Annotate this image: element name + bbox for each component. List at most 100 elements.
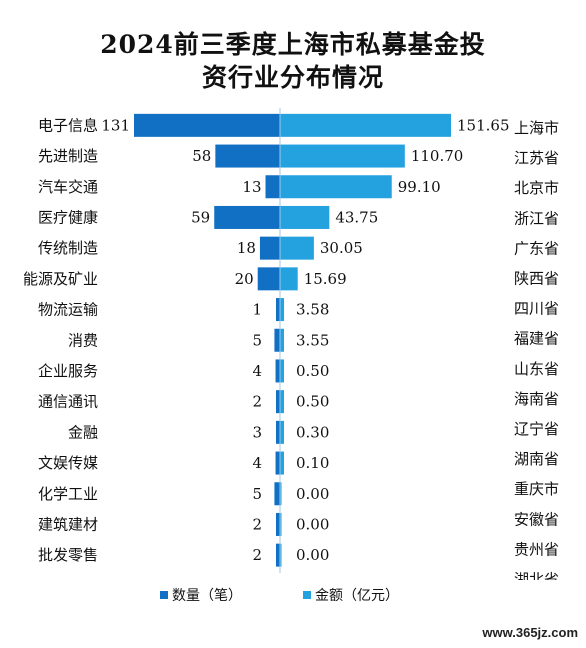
province-label-1: 江苏省: [514, 149, 559, 167]
category-label-7: 消费: [68, 331, 98, 349]
data-label-amount-14: 0.00: [296, 546, 329, 564]
category-label-1: 先进制造: [38, 147, 98, 165]
legend-label-amount: 金额（亿元）: [315, 588, 399, 604]
bar-count-0: [134, 113, 280, 137]
bar-amount-0: [280, 113, 451, 137]
bar-count-9: [276, 390, 280, 414]
bar-amount-4: [280, 236, 314, 260]
bar-amount-6: [280, 298, 285, 322]
bar-count-5: [257, 267, 280, 291]
province-label-11: 湖南省: [514, 450, 559, 468]
bar-count-2: [265, 175, 280, 199]
category-label-10: 金融: [68, 423, 98, 441]
category-label-9: 通信通讯: [38, 393, 98, 411]
province-label-7: 福建省: [514, 330, 559, 348]
bar-amount-3: [280, 205, 330, 229]
category-label-6: 物流运输: [38, 301, 98, 319]
category-label-12: 化学工业: [38, 485, 98, 503]
category-label-11: 文娱传媒: [38, 454, 98, 472]
data-label-count-13: 2: [252, 515, 262, 533]
bar-amount-7: [280, 328, 285, 352]
province-label-5: 陕西省: [514, 270, 559, 288]
province-label-2: 北京市: [514, 179, 559, 197]
data-label-amount-4: 30.05: [320, 239, 363, 257]
bar-count-6: [276, 298, 280, 322]
bar-count-12: [274, 482, 280, 506]
bar-count-13: [276, 512, 280, 536]
data-label-amount-11: 0.10: [296, 454, 329, 472]
bar-count-14: [276, 543, 280, 567]
bar-amount-1: [280, 144, 405, 168]
data-label-amount-0: 151.65: [457, 116, 510, 134]
province-label-9: 海南省: [514, 390, 559, 408]
watermark: www.365jz.com: [482, 625, 578, 640]
data-label-amount-5: 15.69: [304, 270, 347, 288]
legend-swatch-amount: [303, 591, 311, 599]
data-label-count-8: 4: [252, 362, 262, 380]
bar-amount-11: [280, 451, 284, 475]
data-label-count-0: 131: [101, 116, 130, 134]
legend-item-amount: 金额（亿元）: [303, 585, 399, 605]
data-label-count-1: 58: [192, 147, 211, 165]
data-label-amount-1: 110.70: [411, 147, 464, 165]
data-label-amount-2: 99.10: [398, 178, 441, 196]
province-label-6: 四川省: [514, 300, 559, 318]
data-label-count-14: 2: [252, 546, 262, 564]
category-label-4: 传统制造: [38, 239, 98, 257]
category-label-8: 企业服务: [38, 362, 98, 380]
data-label-count-9: 2: [252, 393, 262, 411]
bar-count-1: [215, 144, 280, 168]
data-label-amount-8: 0.50: [296, 362, 329, 380]
bar-amount-2: [280, 175, 392, 199]
legend-swatch-count: [160, 591, 168, 599]
bar-count-10: [276, 420, 280, 444]
category-label-2: 汽车交通: [38, 178, 98, 196]
province-label-14: 贵州省: [514, 540, 559, 558]
data-label-count-7: 5: [252, 331, 262, 349]
province-label-0: 上海市: [514, 119, 559, 137]
chart-title-line-2: 资行业分布情况: [201, 63, 384, 92]
data-label-amount-3: 43.75: [335, 208, 378, 226]
bar-amount-13: [280, 512, 282, 536]
data-label-amount-10: 0.30: [296, 423, 329, 441]
chart-legend: 数量（笔） 金额（亿元）: [0, 585, 586, 609]
bar-amount-8: [280, 359, 284, 383]
category-label-3: 医疗健康: [38, 208, 98, 226]
bar-count-8: [275, 359, 280, 383]
category-label-13: 建筑建材: [38, 515, 98, 533]
category-label-5: 能源及矿业: [23, 270, 98, 288]
data-label-count-6: 1: [252, 301, 262, 319]
data-label-amount-13: 0.00: [296, 515, 329, 533]
bar-count-3: [214, 205, 280, 229]
data-label-count-3: 59: [191, 208, 210, 226]
bar-count-11: [275, 451, 280, 475]
bar-amount-14: [280, 543, 282, 567]
province-label-15: 湖北省: [514, 571, 559, 581]
chart-title: 2024前三季度上海市私募基金投 资行业分布情况: [0, 28, 586, 94]
province-label-12: 重庆市: [514, 480, 559, 498]
province-label-10: 辽宁省: [514, 420, 559, 438]
data-label-amount-12: 0.00: [296, 485, 329, 503]
data-label-count-11: 4: [252, 454, 262, 472]
bar-amount-10: [280, 420, 284, 444]
legend-label-count: 数量（笔）: [172, 588, 242, 604]
province-label-4: 广东省: [514, 239, 559, 257]
legend-item-count: 数量（笔）: [160, 585, 242, 605]
bar-amount-12: [280, 482, 282, 506]
province-label-3: 浙江省: [514, 209, 559, 227]
data-label-count-10: 3: [252, 423, 262, 441]
category-label-0: 电子信息: [38, 116, 98, 134]
chart-title-line-1: 2024前三季度上海市私募基金投: [100, 30, 486, 59]
data-label-amount-6: 3.58: [296, 301, 329, 319]
data-label-count-5: 20: [235, 270, 254, 288]
bar-count-4: [259, 236, 280, 260]
data-label-count-2: 13: [242, 178, 261, 196]
province-label-8: 山东省: [514, 360, 559, 378]
data-label-amount-7: 3.55: [296, 331, 329, 349]
category-label-14: 批发零售: [38, 546, 98, 564]
bar-count-7: [274, 328, 280, 352]
data-label-count-4: 18: [237, 239, 256, 257]
bar-amount-9: [280, 390, 284, 414]
data-label-count-12: 5: [252, 485, 262, 503]
